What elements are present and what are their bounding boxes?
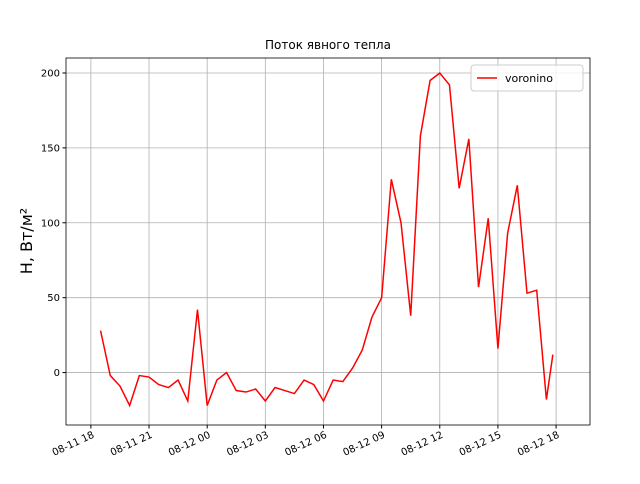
data-line [99,71,554,408]
y-tick-label: 100 [41,218,60,229]
legend-box [470,64,584,92]
y-tick-label: 0 [54,368,60,379]
y-axis-label: H, Вт/м² [17,208,36,274]
plot-frame [65,57,591,426]
y-tick-label: 50 [47,293,60,304]
legend-label: voronino [505,72,553,85]
chart-title: Поток явного тепла [265,38,391,52]
y-tick-label: 200 [41,68,60,79]
y-tick-label: 150 [41,143,60,154]
